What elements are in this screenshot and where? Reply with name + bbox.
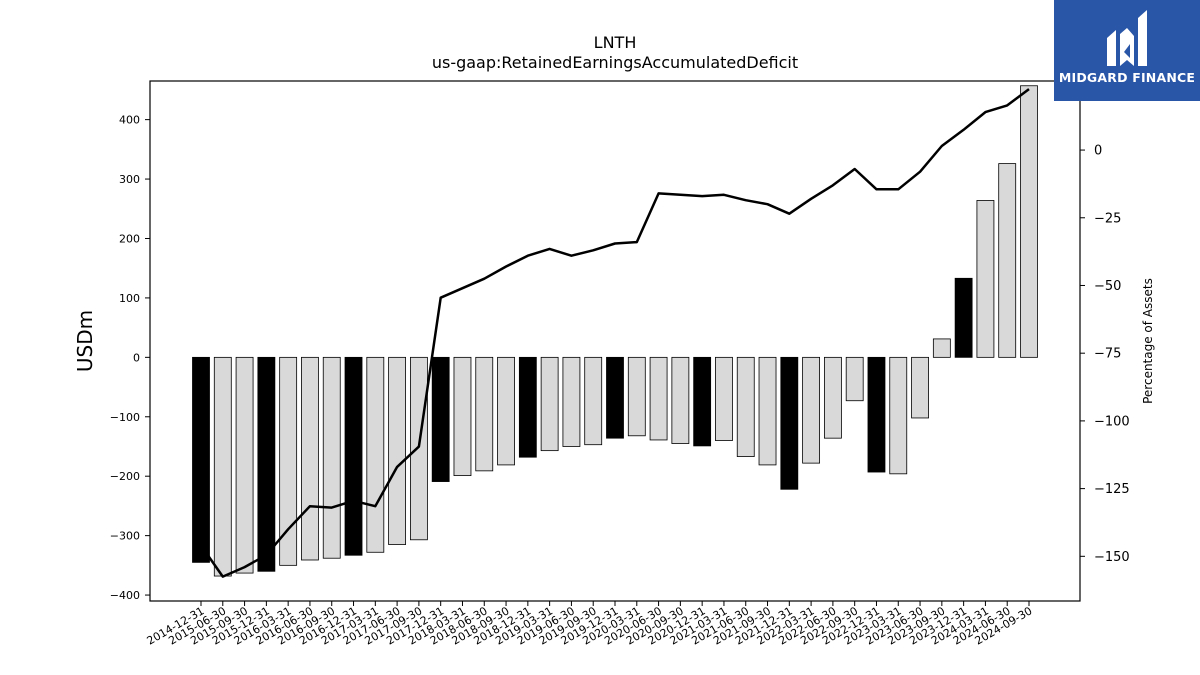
- bar-2023-03-31: [889, 356, 908, 475]
- bar-2018-12-31: [518, 356, 537, 458]
- bar-2019-12-31: [606, 356, 624, 439]
- bar-2015-09-30: [235, 356, 254, 574]
- bar-2016-09-30: [322, 356, 341, 559]
- y-tick-label: −300: [110, 530, 140, 543]
- bar-2023-12-31: [954, 277, 973, 358]
- bar-2018-06-30: [475, 356, 494, 472]
- bar-2018-09-30: [497, 356, 515, 466]
- bar-2017-12-31: [431, 356, 450, 482]
- chart-title: LNTH: [594, 33, 637, 52]
- y-tick-label: −200: [110, 470, 140, 483]
- bar-2021-03-31: [715, 356, 733, 441]
- y2-tick-label: −50: [1094, 279, 1121, 294]
- logo-mark-icon: [1107, 10, 1147, 66]
- bar-2018-03-31: [453, 356, 472, 477]
- y-tick-label: 400: [119, 114, 140, 127]
- logo-text: MIDGARD FINANCE: [1058, 70, 1196, 85]
- bar-2022-03-31: [802, 356, 821, 464]
- y-tick-label: 200: [119, 232, 140, 245]
- bar-2020-12-31: [693, 356, 712, 447]
- bar-2021-06-30: [736, 356, 755, 457]
- bar-2016-12-31: [344, 356, 363, 556]
- bar-2021-09-30: [758, 356, 777, 466]
- percentage-line: [199, 88, 1030, 578]
- bar-2024-03-31: [976, 200, 995, 358]
- y2-axis-label: Percentage of Assets: [1141, 278, 1155, 404]
- bar-2023-09-30: [932, 338, 951, 358]
- left-axis: −400 −300 −200 −100 0 100 200 300 400: [110, 114, 150, 602]
- y2-tick-label: −25: [1094, 211, 1121, 226]
- bar-2020-03-31: [627, 356, 646, 437]
- line-layer: [199, 88, 1030, 578]
- y-tick-label: −100: [110, 411, 140, 424]
- bar-2024-09-30: [1020, 85, 1038, 358]
- y2-tick-label: −125: [1094, 482, 1130, 497]
- y-tick-label: 300: [119, 173, 140, 186]
- bar-2016-03-31: [279, 356, 298, 566]
- y2-tick-label: −150: [1094, 550, 1130, 565]
- bar-2016-06-30: [301, 356, 319, 561]
- y2-tick-label: −100: [1094, 414, 1130, 429]
- bar-2022-06-30: [823, 356, 842, 439]
- bar-2022-09-30: [845, 356, 864, 402]
- bar-2017-09-30: [409, 356, 428, 541]
- y-tick-label: 0: [133, 351, 140, 364]
- bar-2021-12-31: [780, 356, 799, 490]
- bar-2022-12-31: [867, 356, 886, 473]
- bar-2017-03-31: [366, 356, 385, 553]
- y2-tick-label: 0: [1094, 144, 1102, 159]
- bar-2019-03-31: [540, 356, 559, 452]
- bars-group: [192, 85, 1038, 577]
- bar-2020-09-30: [671, 356, 690, 444]
- bar-2023-06-30: [911, 356, 929, 419]
- bar-2019-09-30: [584, 356, 603, 446]
- y-axis-label: USDm: [73, 310, 97, 372]
- x-axis: 2014-12-312015-06-302015-09-302015-12-31…: [145, 601, 1035, 648]
- bar-2015-06-30: [213, 356, 232, 577]
- bar-2017-06-30: [388, 356, 407, 545]
- bar-2015-12-31: [257, 356, 276, 572]
- bar-2019-06-30: [562, 356, 581, 447]
- chart-subtitle: us-gaap:RetainedEarningsAccumulatedDefic…: [432, 53, 798, 72]
- y-tick-label: 100: [119, 292, 140, 305]
- y2-tick-label: −75: [1094, 347, 1121, 362]
- y-tick-label: −400: [110, 589, 140, 602]
- midgard-finance-logo: MIDGARD FINANCE: [1054, 0, 1200, 101]
- right-axis: −150−125−100−75−50−25025: [1080, 76, 1130, 565]
- bar-2014-12-31: [192, 356, 210, 563]
- bar-2020-06-30: [649, 356, 668, 441]
- bar-2024-06-30: [998, 163, 1017, 358]
